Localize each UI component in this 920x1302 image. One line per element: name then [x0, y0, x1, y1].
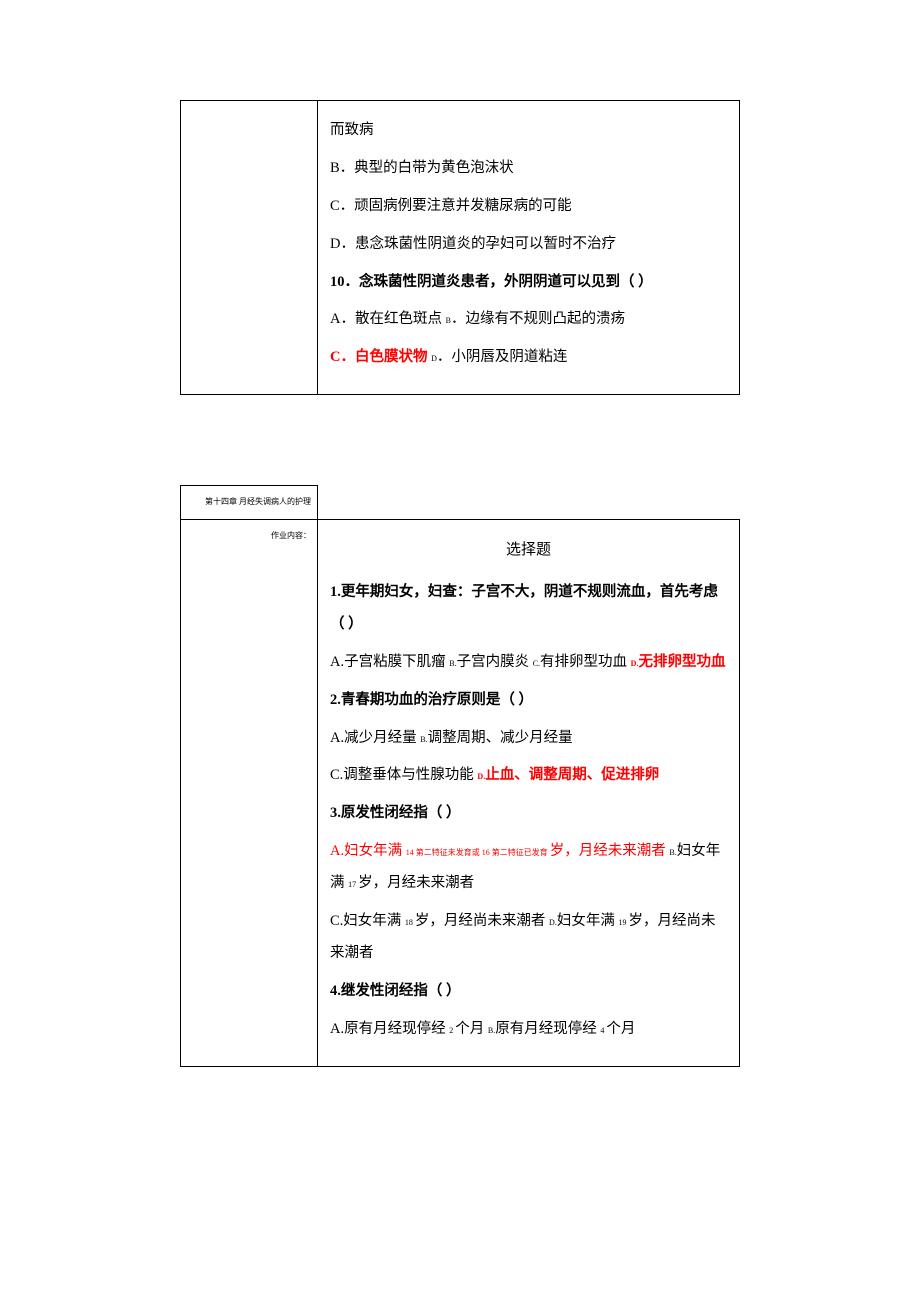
q10-options-ab: A．散在红色斑点 B．边缘有不规则凸起的溃疡 [330, 304, 727, 336]
q4-options-ab: A.原有月经现停经 2 个月 B.原有月经现停经 4 个月 [330, 1014, 727, 1046]
q2-stem: 2.青春期功血的治疗原则是（ ） [330, 685, 727, 717]
q1-option-c-label: C. [533, 659, 540, 668]
q1-option-c: 有排卵型功血 [540, 654, 631, 670]
q2-options-ab: A.减少月经量 B.调整周期、减少月经量 [330, 723, 727, 755]
q9-option-d: D．患念珠菌性阴道炎的孕妇可以暂时不治疗 [330, 229, 727, 261]
q3-option-c-pre: C.妇女年满 [330, 913, 405, 929]
table1-content-cell: 而致病 B．典型的白带为黄色泡沫状 C．顽固病例要注意并发糖尿病的可能 D．患念… [318, 101, 740, 395]
q2-option-d-answer: 止血、调整周期、促进排卵 [485, 767, 659, 783]
q1-option-a: A.子宫粘膜下肌瘤 [330, 654, 449, 670]
q3-option-c-sub: 18 [405, 918, 415, 927]
q3-option-d-label: D. [549, 918, 557, 927]
q3-option-b-sub: 17 [348, 880, 358, 889]
section-title: 选择题 [330, 534, 727, 567]
q4-option-a-post: 个月 [455, 1021, 488, 1037]
q3-option-c-post: 岁，月经尚未来潮者 [415, 913, 549, 929]
q3-option-a-prefix: A. [330, 843, 344, 859]
chapter-title-cell: 第十四章 月经失调病人的护理 [181, 486, 318, 520]
q9-option-b: B．典型的白带为黄色泡沫状 [330, 153, 727, 185]
table1-left-cell [181, 101, 318, 395]
q3-option-a-sub: 14 第二特征未发育或 16 第二特征已发育 [406, 848, 550, 857]
section-gap [0, 395, 920, 485]
q2-option-a: A.减少月经量 [330, 730, 420, 746]
table-section-2: 第十四章 月经失调病人的护理 作业内容： 选择题 1.更年期妇女，妇查：子宫不大… [180, 485, 740, 1066]
q1-options: A.子宫粘膜下肌瘤 B.子宫内膜炎 C.有排卵型功血 D.无排卵型功血 [330, 647, 727, 679]
q2-option-b: 调整周期、减少月经量 [428, 730, 573, 746]
q2-option-c: C.调整垂体与性腺功能 [330, 767, 477, 783]
q3-option-b-label: B. [669, 848, 676, 857]
q2-options-cd: C.调整垂体与性腺功能 D.止血、调整周期、促进排卵 [330, 760, 727, 792]
q3-option-a-text1: 妇女年满 [344, 843, 406, 859]
table-section-1: 而致病 B．典型的白带为黄色泡沫状 C．顽固病例要注意并发糖尿病的可能 D．患念… [180, 100, 740, 395]
q4-option-a-pre: A.原有月经现停经 [330, 1021, 449, 1037]
document-page: 而致病 B．典型的白带为黄色泡沫状 C．顽固病例要注意并发糖尿病的可能 D．患念… [0, 0, 920, 1127]
q3-option-a-text2: 岁，月经未来潮者 [550, 843, 670, 859]
q10-option-a: A．散在红色斑点 [330, 311, 446, 327]
q3-option-d-pre: 妇女年满 [557, 913, 619, 929]
q2-option-b-label: B. [420, 735, 427, 744]
q10-option-c-answer: C．白色膜状物 [330, 349, 431, 365]
q4-option-b-pre: 原有月经现停经 [495, 1021, 600, 1037]
q10-option-b: ．边缘有不规则凸起的溃疡 [451, 311, 625, 327]
q1-option-b-label: B. [449, 659, 456, 668]
q10-stem: 10．念珠菌性阴道炎患者，外阴阴道可以见到（ ） [330, 267, 727, 299]
q4-option-b-post: 个月 [606, 1021, 635, 1037]
q3-option-b-post: 岁，月经未来潮者 [358, 875, 474, 891]
q1-option-b: 子宫内膜炎 [457, 654, 533, 670]
q9-continuation: 而致病 [330, 115, 727, 147]
q4-stem: 4.继发性闭经指（ ） [330, 976, 727, 1008]
assignment-label-cell: 作业内容： [181, 520, 318, 1067]
table2-content-cell: 选择题 1.更年期妇女，妇查：子宫不大，阴道不规则流血，首先考虑（ ） A.子宫… [318, 520, 740, 1067]
q3-stem: 3.原发性闭经指（ ） [330, 798, 727, 830]
empty-header-cell [318, 486, 740, 520]
q10-options-cd: C．白色膜状物 D．小阴唇及阴道粘连 [330, 342, 727, 374]
q1-option-d-answer: 无排卵型功血 [638, 654, 725, 670]
q1-stem: 1.更年期妇女，妇查：子宫不大，阴道不规则流血，首先考虑（ ） [330, 577, 727, 641]
q10-option-d: ．小阴唇及阴道粘连 [437, 349, 568, 365]
q3-options-ab: A.妇女年满 14 第二特征未发育或 16 第二特征已发育 岁，月经未来潮者 B… [330, 836, 727, 900]
q9-option-c: C．顽固病例要注意并发糖尿病的可能 [330, 191, 727, 223]
q3-option-d-sub: 19 [618, 918, 628, 927]
q3-options-cd: C.妇女年满 18 岁，月经尚未来潮者 D.妇女年满 19 岁，月经尚未来潮者 [330, 906, 727, 970]
